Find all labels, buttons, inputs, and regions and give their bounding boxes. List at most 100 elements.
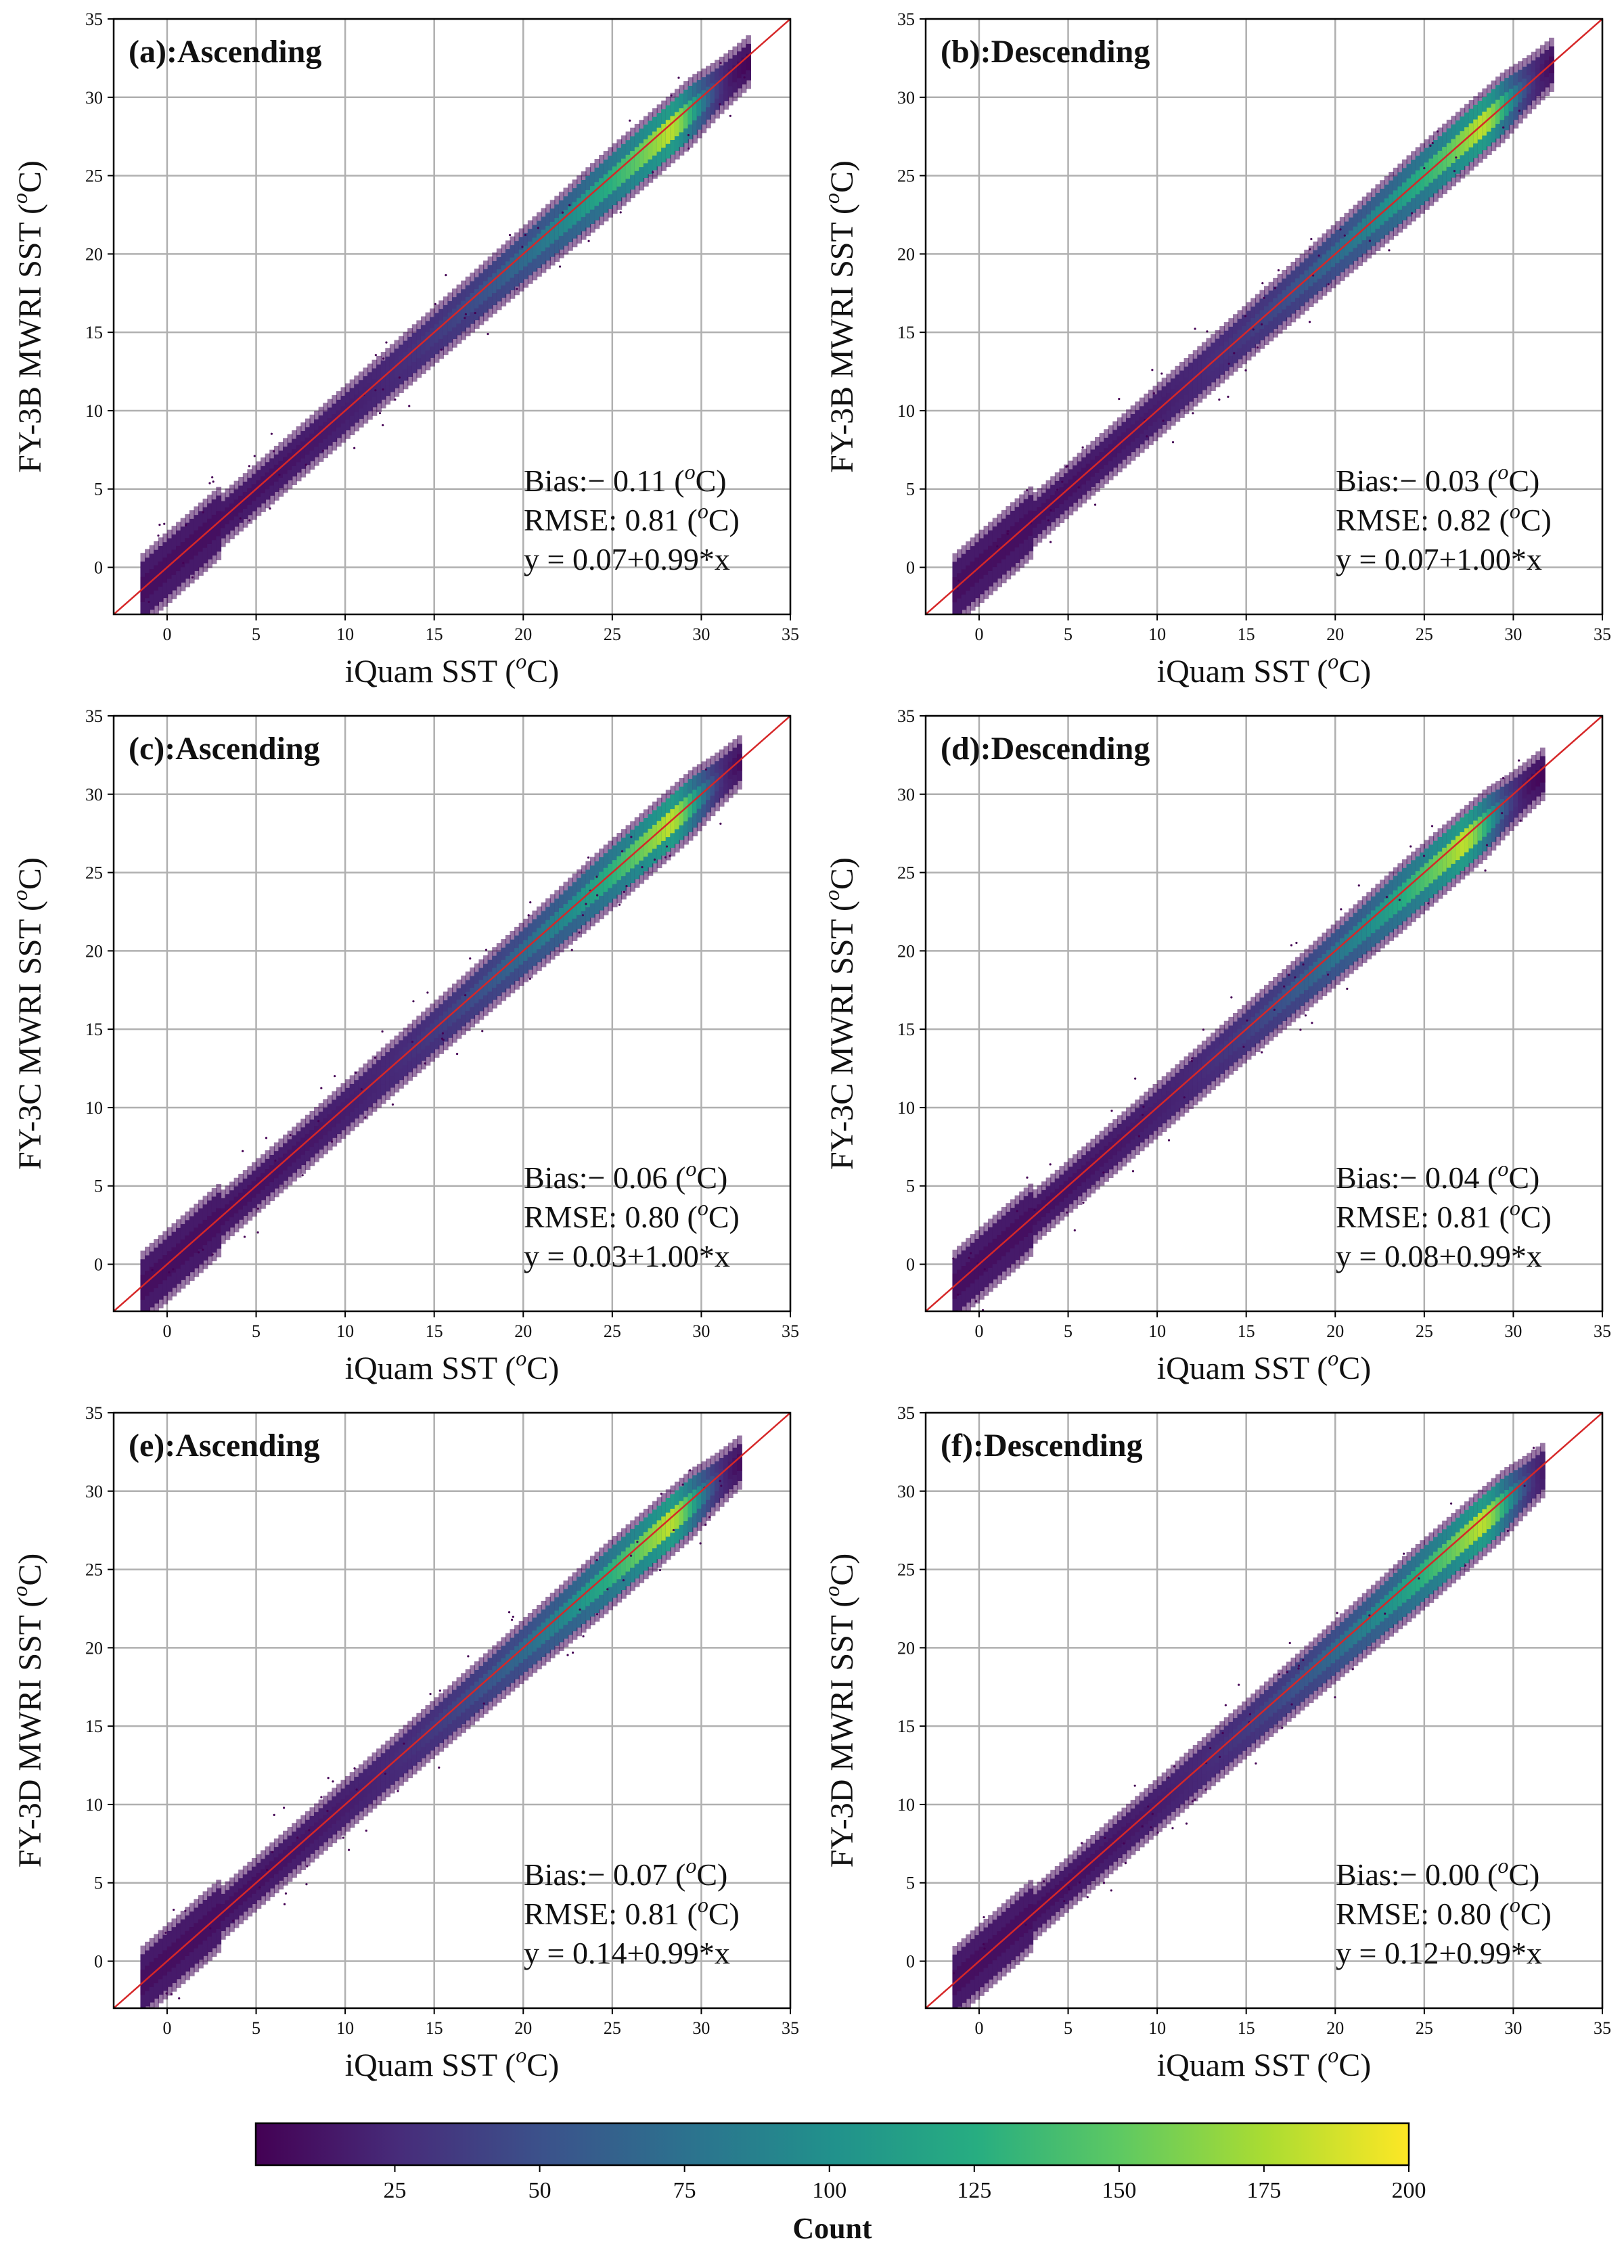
density-core-cell <box>1473 1516 1479 1541</box>
outlier-point <box>1261 1051 1263 1053</box>
density-core-cell <box>1268 302 1274 321</box>
axes-frame <box>924 715 1604 1313</box>
outlier-point <box>308 1829 311 1832</box>
density-core-cell <box>1299 1670 1305 1690</box>
x-tick-label: 15 <box>426 625 443 644</box>
outlier-point <box>1423 166 1426 170</box>
outlier-point <box>374 354 377 357</box>
density-core-cell <box>1495 1497 1501 1522</box>
density-core-cell <box>1513 1483 1519 1505</box>
density-core-cell <box>1041 503 1047 520</box>
y-tick-label: 35 <box>85 9 103 29</box>
density-core-cell <box>621 1551 627 1576</box>
density-core-cell <box>456 999 462 1019</box>
rmse-text: RMSE: 0.81 (oC) <box>1336 1196 1552 1234</box>
density-core-cell <box>683 797 689 821</box>
density-core-cell <box>1073 1869 1078 1886</box>
outlier-point <box>508 233 512 237</box>
outlier-point <box>1173 1765 1176 1768</box>
outlier-point <box>653 858 656 861</box>
density-core-cell <box>256 480 262 497</box>
density-core-cell <box>242 492 248 509</box>
x-tick-label: 0 <box>162 1321 171 1341</box>
y-tick-label: 35 <box>85 1403 103 1423</box>
density-core-cell <box>558 214 564 236</box>
outlier-point <box>170 1993 173 1995</box>
outlier-point <box>355 1788 358 1791</box>
outlier-point <box>353 1767 356 1770</box>
density-core-cell <box>1353 226 1359 248</box>
density-core-cell <box>1037 1204 1043 1221</box>
outlier-point <box>1133 1784 1136 1787</box>
colorbar-tick-label: 200 <box>1392 2178 1426 2203</box>
density-core-cell <box>1095 1154 1100 1171</box>
density-core-cell <box>1161 1095 1167 1113</box>
density-core-cell <box>1112 1138 1119 1156</box>
density-core-cell <box>997 538 1003 564</box>
density-core-cell <box>585 189 591 214</box>
density-core-cell <box>1268 1001 1274 1021</box>
density-core-cell <box>1326 250 1332 271</box>
colorbar-frame <box>254 2122 1410 2167</box>
outlier-point <box>165 1992 168 1995</box>
outlier-point <box>561 211 564 214</box>
density-core-cell <box>603 174 609 198</box>
density-core-cell <box>430 328 435 347</box>
y-tick-label: 35 <box>897 706 915 726</box>
x-tick-label: 25 <box>604 625 621 644</box>
density-core-cell <box>572 896 578 919</box>
outlier-point <box>1290 1703 1293 1706</box>
outlier-point <box>521 246 524 248</box>
outlier-point <box>158 524 161 526</box>
density-core-cell <box>563 904 569 927</box>
density-core-cell <box>988 545 993 571</box>
density-core-cell <box>661 1516 667 1541</box>
outlier-point <box>1317 254 1320 257</box>
density-core-cell <box>1095 1850 1100 1867</box>
density-core-cell <box>1179 381 1185 399</box>
density-core-cell <box>198 1223 204 1249</box>
outlier-point <box>434 302 436 305</box>
density-core-cell <box>434 1717 440 1736</box>
density-core-cell <box>1192 1764 1198 1782</box>
density-core-cell <box>1232 1729 1238 1748</box>
density-core-cell <box>1401 182 1407 206</box>
y-tick-label: 20 <box>897 941 915 961</box>
outlier-point <box>652 171 654 174</box>
density-core-cell <box>487 277 493 297</box>
outlier-point <box>1310 237 1313 240</box>
density-core-cell <box>1001 534 1007 560</box>
density-core-cell <box>225 1204 231 1221</box>
outlier-point <box>1202 1028 1204 1031</box>
density-core-cell <box>1437 1547 1443 1572</box>
density-scatter <box>952 37 1554 614</box>
x-tick-label: 20 <box>1326 1321 1344 1341</box>
density-core-cell <box>1317 1654 1323 1675</box>
x-tick-label: 0 <box>974 625 983 644</box>
axes-frame <box>924 18 1604 616</box>
density-core-cell <box>411 1736 418 1755</box>
density-core-cell <box>1464 127 1470 152</box>
outlier-point <box>278 474 281 476</box>
density-core-cell <box>621 158 627 183</box>
outlier-point <box>429 1693 432 1696</box>
x-tick-label: 5 <box>252 2018 261 2038</box>
density-core-cell <box>323 1118 328 1135</box>
density-core-cell <box>643 1532 649 1556</box>
density-core-cell <box>318 1818 324 1836</box>
outlier-point <box>1049 541 1052 543</box>
outlier-point <box>168 1271 171 1274</box>
panel-e: 0 5 10 15 20 25 30 35 0 5 10 15 20 25 30 35 (e):Ascendin… <box>7 1403 799 2083</box>
density-core-cell <box>1344 934 1350 956</box>
density-core-cell <box>1304 270 1309 290</box>
outlier-point <box>1110 1889 1112 1892</box>
y-tick-label: 30 <box>85 88 103 108</box>
density-core-cell <box>358 390 364 409</box>
density-core-cell <box>411 344 418 363</box>
density-core-cell <box>1157 401 1163 419</box>
density-core-cell <box>1317 957 1323 979</box>
density-core-cell <box>599 1570 604 1595</box>
density-core-cell <box>1104 448 1109 466</box>
outlier-point <box>289 1134 292 1137</box>
rmse-text: RMSE: 0.81 (oC) <box>524 499 740 537</box>
